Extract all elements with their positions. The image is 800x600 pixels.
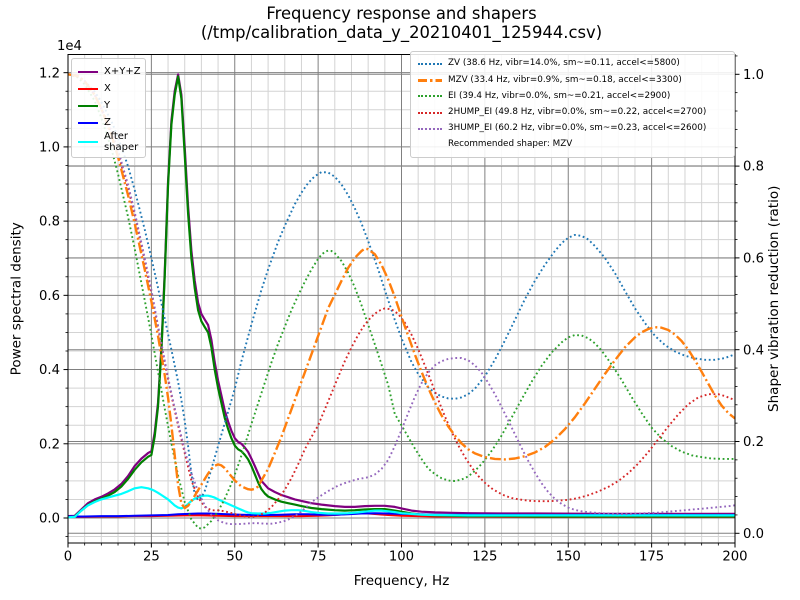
legend-label: X+Y+Z [104,66,141,77]
recommended-shaper-note: Recommended shaper: MZV [418,137,727,153]
legend-line-sample [418,63,442,66]
psd-legend: X+Y+Z X Y Z After shaper [71,58,146,158]
legend-label: MZV (33.4 Hz, vibr=0.9%, sm~=0.18, accel… [448,74,682,85]
psd-legend-item: After shaper [78,131,139,153]
legend-label: 3HUMP_EI (60.2 Hz, vibr=0.0%, sm~=0.23, … [448,123,707,134]
x-tick-label: 25 [143,550,160,565]
legend-label: Recommended shaper: MZV [448,139,573,150]
legend-label: 2HUMP_EI (49.8 Hz, vibr=0.0%, sm~=0.22, … [448,106,707,117]
x-tick-label: 75 [310,550,327,565]
y-right-tick-label: 0.6 [743,252,764,267]
y-left-tick-label: 1.0 [39,141,60,156]
legend-label: Y [104,100,111,111]
chart-title: Frequency response and shapers (/tmp/cal… [68,4,735,42]
x-tick-label: 200 [722,550,747,565]
psd-legend-item: X+Y+Z [78,63,141,80]
psd-legend-item: Z [78,114,139,131]
y-right-tick-label: 0.8 [743,160,764,175]
shaper-legend-item: 3HUMP_EI (60.2 Hz, vibr=0.0%, sm~=0.23, … [418,121,727,137]
legend-line-sample [78,104,98,107]
series-After shaper [68,486,735,519]
x-tick-label: 0 [64,550,72,565]
y-left-tick-label: 0.6 [39,289,60,304]
y-right-tick-label: 0.2 [743,435,764,450]
y-right-tick-label: 1.0 [743,68,764,83]
legend-line-sample [78,121,98,124]
series-EI [68,73,735,530]
y-right-tick-label: 0.0 [743,527,764,542]
x-axis-label: Frequency, Hz [354,573,450,589]
y-left-tick-label: 1.2 [39,66,60,81]
shaper-legend-item: 2HUMP_EI (49.8 Hz, vibr=0.0%, sm~=0.22, … [418,105,727,121]
x-tick-label: 100 [389,550,414,565]
y-axis-label-right: Shaper vibration reduction (ratio) [766,186,782,412]
legend-label: X [104,83,111,94]
ticks: 0 25 50 75 100 125 150 175 200 0.0 0.2 0.4 0.6 0.8 1.0… [39,55,764,565]
psd-legend-item: Y [78,97,139,114]
x-tick-label: 175 [639,550,664,565]
y-right-tick-label: 0.4 [743,343,764,358]
x-tick-label: 50 [226,550,243,565]
legend-line-sample [418,95,442,98]
shaper-legend-item: ZV (38.6 Hz, vibr=14.0%, sm~=0.11, accel… [418,56,727,72]
chart-title-line1: Frequency response and shapers [266,4,537,23]
legend-line-sample [418,111,442,114]
x-tick-label: 125 [472,550,497,565]
y-axis-label-left: Power spectral density [9,222,25,375]
series-X+Y+Z [68,73,735,518]
psd-legend-item: X [78,80,139,97]
shaper-legend: ZV (38.6 Hz, vibr=14.0%, sm~=0.11, accel… [410,51,735,159]
y-left-tick-label: 0.8 [39,215,60,230]
curves [68,73,735,530]
legend-label: ZV (38.6 Hz, vibr=14.0%, sm~=0.11, accel… [448,58,680,69]
y-left-tick-label: 0.4 [39,363,60,378]
series-MZV [68,73,735,510]
x-tick-label: 150 [556,550,581,565]
legend-label: EI (39.4 Hz, vibr=0.0%, sm~=0.21, accel<… [448,90,671,101]
y-left-tick-label: 0.0 [39,512,60,527]
legend-line-sample [78,87,98,90]
legend-label: Z [104,117,111,128]
legend-label: After shaper [104,131,139,153]
shaper-legend-item: EI (39.4 Hz, vibr=0.0%, sm~=0.21, accel<… [418,88,727,104]
series-Y [68,75,735,518]
y-left-tick-label: 0.2 [39,437,60,452]
legend-line-sample [78,70,98,73]
legend-line-sample [418,79,442,82]
y-axis-offset-text: 1e4 [57,39,82,54]
shaper-legend-item: MZV (33.4 Hz, vibr=0.9%, sm~=0.18, accel… [418,72,727,88]
chart-title-line2: (/tmp/calibration_data_y_20210401_125944… [200,22,603,42]
legend-line-sample [78,141,98,143]
legend-line-sample [418,127,442,130]
